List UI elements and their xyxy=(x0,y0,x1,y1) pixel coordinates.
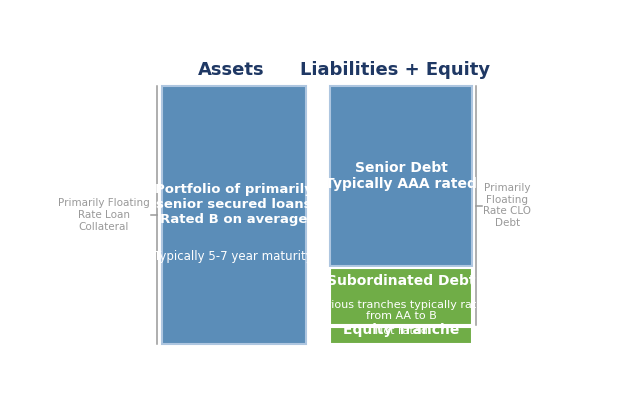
Text: Not rated: Not rated xyxy=(375,326,428,337)
Text: Subordinated Debt: Subordinated Debt xyxy=(327,274,476,288)
Text: Various tranches typically rated
from AA to B: Various tranches typically rated from AA… xyxy=(312,300,490,321)
Text: Assets: Assets xyxy=(198,61,264,79)
FancyBboxPatch shape xyxy=(162,86,306,344)
Text: Primarily
Floating
Rate CLO
Debt: Primarily Floating Rate CLO Debt xyxy=(483,183,531,228)
Text: Senior Debt
Typically AAA rated: Senior Debt Typically AAA rated xyxy=(325,161,477,191)
FancyBboxPatch shape xyxy=(330,86,472,266)
FancyBboxPatch shape xyxy=(330,327,472,344)
Text: Equity Tranche: Equity Tranche xyxy=(343,323,460,337)
Text: Typically 5-7 year maturity: Typically 5-7 year maturity xyxy=(154,250,313,263)
FancyBboxPatch shape xyxy=(330,268,472,325)
Text: Primarily Floating
Rate Loan
Collateral: Primarily Floating Rate Loan Collateral xyxy=(58,198,150,231)
Text: Portfolio of primarily
senior secured loans
Rated B on average: Portfolio of primarily senior secured lo… xyxy=(155,183,313,225)
Text: Liabilities + Equity: Liabilities + Equity xyxy=(300,61,490,79)
